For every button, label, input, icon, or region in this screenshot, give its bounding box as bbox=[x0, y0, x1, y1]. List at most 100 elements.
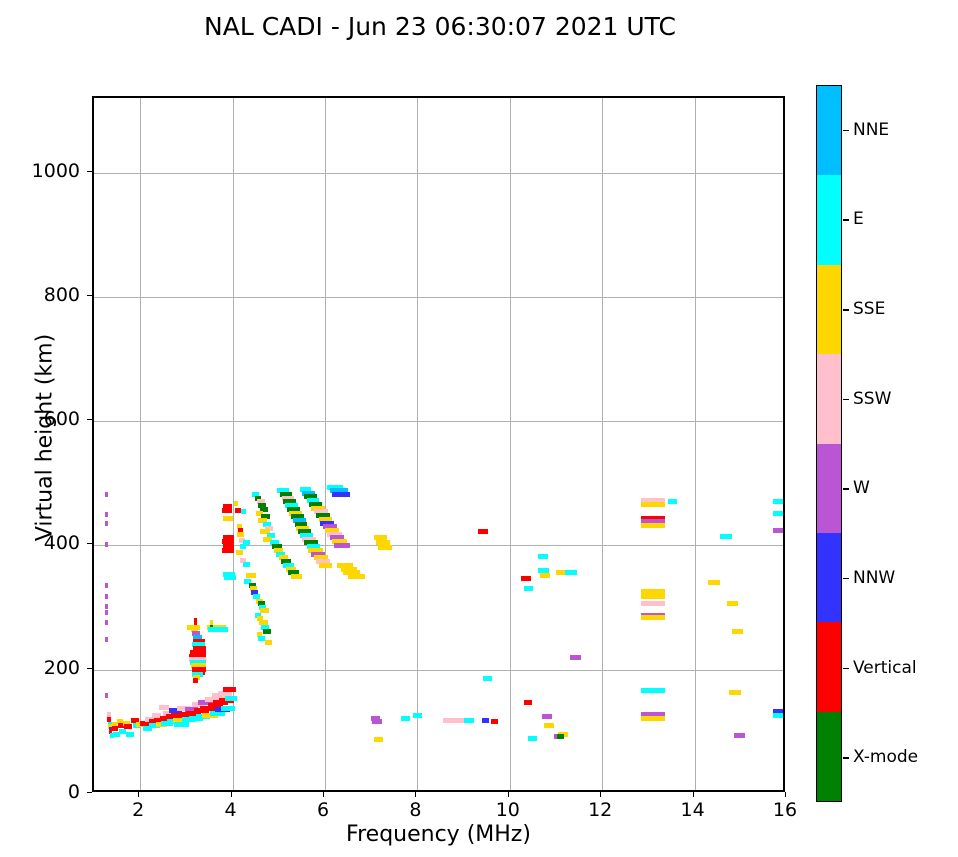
echo-mark bbox=[523, 586, 533, 592]
y-tick bbox=[87, 667, 92, 669]
echo-mark bbox=[224, 575, 237, 581]
echo-mark bbox=[258, 601, 265, 607]
echo-mark bbox=[311, 505, 325, 511]
echo-mark bbox=[126, 731, 134, 737]
echo-mark bbox=[256, 616, 264, 622]
echo-mark bbox=[192, 638, 205, 644]
colorbar-label-e: E bbox=[853, 209, 864, 230]
echo-mark bbox=[154, 718, 165, 724]
echo-mark bbox=[708, 580, 720, 586]
echo-mark bbox=[233, 500, 239, 506]
echo-mark bbox=[261, 514, 270, 520]
echo-mark bbox=[105, 511, 109, 517]
echo-mark bbox=[298, 529, 312, 535]
grid-layer bbox=[94, 98, 783, 790]
echo-mark bbox=[283, 499, 297, 505]
echo-mark bbox=[272, 544, 282, 550]
echo-mark bbox=[239, 557, 247, 563]
echo-mark bbox=[223, 687, 237, 693]
echo-mark bbox=[641, 501, 665, 507]
x-tick-label: 10 bbox=[495, 799, 520, 821]
echo-mark bbox=[124, 724, 132, 730]
echo-mark bbox=[278, 555, 289, 561]
echo-mark bbox=[569, 654, 582, 660]
echo-mark bbox=[641, 715, 665, 721]
x-tick bbox=[230, 792, 232, 797]
echo-mark bbox=[191, 663, 206, 669]
x-tick bbox=[600, 792, 602, 797]
echo-mark bbox=[177, 705, 192, 711]
echo-mark bbox=[260, 529, 270, 535]
x-tick bbox=[785, 792, 786, 797]
echo-mark bbox=[565, 570, 577, 576]
gridline-vertical bbox=[232, 98, 234, 790]
echo-mark bbox=[276, 488, 289, 494]
echo-mark bbox=[263, 521, 272, 527]
y-tick bbox=[87, 792, 92, 793]
gridline-horizontal bbox=[94, 545, 783, 547]
echo-mark bbox=[306, 544, 321, 550]
echo-mark bbox=[192, 678, 199, 684]
y-tick-label: 400 bbox=[43, 532, 80, 555]
echo-mark bbox=[151, 713, 161, 719]
y-tick-label: 600 bbox=[43, 408, 80, 431]
echo-mark bbox=[222, 508, 232, 514]
echo-mark bbox=[521, 576, 531, 582]
echo-mark bbox=[217, 690, 232, 696]
echo-mark bbox=[286, 566, 297, 572]
echo-mark bbox=[122, 720, 131, 726]
echo-mark bbox=[320, 520, 335, 526]
echo-mark bbox=[240, 509, 247, 515]
x-tick-label: 14 bbox=[680, 799, 705, 821]
echo-mark bbox=[290, 514, 304, 520]
echo-mark bbox=[309, 501, 323, 507]
echo-mark bbox=[149, 723, 160, 729]
echo-mark bbox=[223, 504, 232, 510]
y-tick bbox=[87, 294, 92, 296]
echo-mark bbox=[223, 515, 233, 521]
echo-mark bbox=[254, 612, 262, 618]
echo-mark bbox=[300, 532, 313, 538]
echo-mark bbox=[209, 710, 226, 716]
echo-mark bbox=[258, 518, 267, 524]
echo-mark bbox=[260, 506, 268, 512]
x-tick bbox=[692, 792, 694, 797]
echo-mark bbox=[731, 628, 744, 634]
echo-mark bbox=[256, 499, 265, 505]
echo-mark bbox=[223, 544, 234, 550]
x-tick-label: 12 bbox=[588, 799, 613, 821]
echo-mark bbox=[238, 528, 243, 533]
x-tick-label: 2 bbox=[132, 799, 145, 821]
y-tick bbox=[87, 543, 92, 545]
echo-mark bbox=[140, 720, 150, 726]
colorbar-label-nnw: NNW bbox=[853, 567, 896, 588]
echo-mark bbox=[161, 720, 173, 726]
echo-mark bbox=[113, 731, 120, 737]
x-axis-label: Frequency (MHz) bbox=[346, 822, 531, 847]
echo-mark bbox=[168, 708, 182, 714]
echo-mark bbox=[225, 695, 238, 701]
x-tick bbox=[323, 792, 324, 797]
echo-mark bbox=[280, 559, 291, 565]
echo-mark bbox=[304, 494, 317, 500]
colorbar-label-vertical: Vertical bbox=[853, 657, 917, 678]
echo-mark bbox=[269, 540, 279, 546]
echo-mark bbox=[641, 688, 665, 694]
echo-mark bbox=[106, 711, 111, 717]
echo-mark bbox=[773, 709, 783, 715]
y-tick-label: 1000 bbox=[31, 159, 80, 182]
echo-mark bbox=[331, 491, 350, 497]
echo-mark bbox=[190, 649, 206, 655]
echo-mark bbox=[375, 540, 390, 546]
x-tick bbox=[138, 792, 140, 797]
echo-mark bbox=[373, 736, 384, 742]
echo-mark bbox=[371, 715, 381, 721]
echo-mark bbox=[523, 699, 532, 705]
echo-mark bbox=[119, 729, 127, 735]
echo-mark bbox=[117, 719, 123, 725]
echo-mark bbox=[296, 525, 310, 531]
colorbar-segment-w bbox=[817, 443, 841, 533]
echo-mark bbox=[193, 617, 198, 623]
echo-mark bbox=[111, 721, 118, 727]
colorbar-label-w: W bbox=[853, 478, 870, 499]
